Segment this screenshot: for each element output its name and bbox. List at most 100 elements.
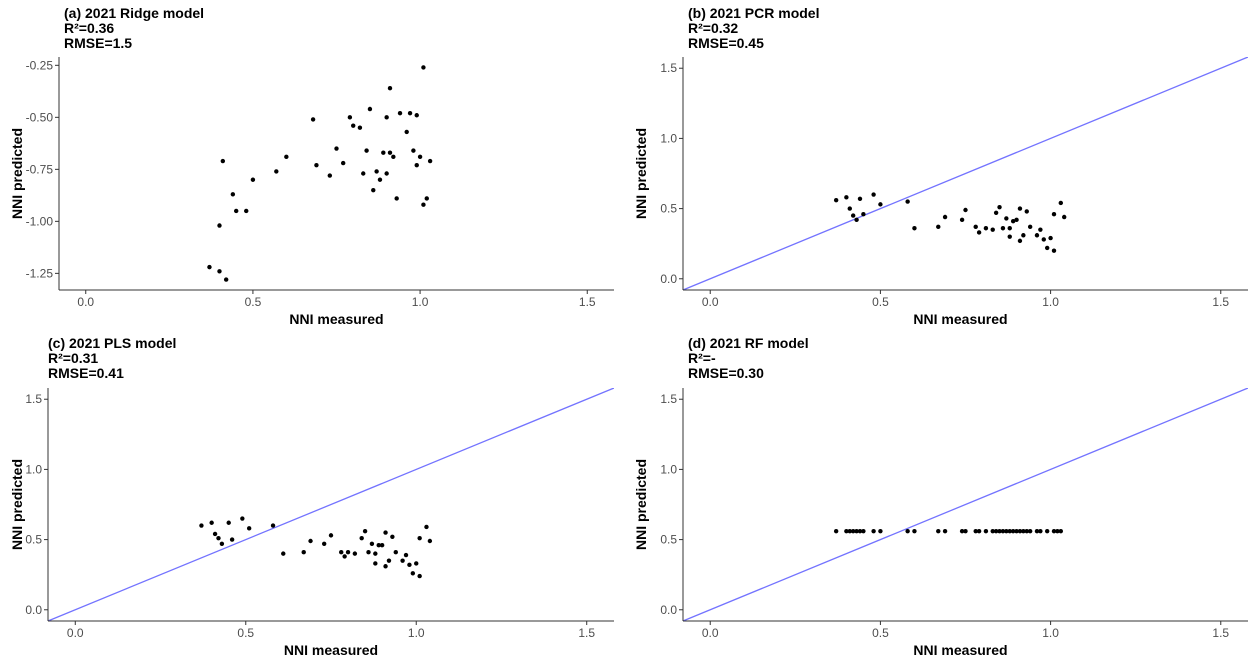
x-tick-label: 1.0 [412, 295, 429, 309]
data-point [1024, 209, 1029, 214]
data-point [219, 541, 225, 547]
data-point [359, 535, 364, 541]
data-point [373, 551, 378, 556]
rmse-annotation: RMSE=0.45 [688, 35, 764, 51]
data-point [394, 196, 399, 201]
rmse-annotation: RMSE=1.5 [64, 35, 133, 51]
data-point [397, 110, 403, 116]
data-point [1010, 219, 1016, 224]
data-point [976, 528, 982, 534]
data-point [310, 117, 316, 122]
data-point [1014, 528, 1019, 534]
data-point [1021, 528, 1026, 534]
data-point [847, 528, 852, 534]
data-point [366, 550, 371, 555]
y-tick-label: 1.5 [660, 61, 677, 75]
data-point [1062, 214, 1067, 220]
data-point [427, 158, 433, 164]
data-point [936, 224, 941, 230]
data-point [226, 520, 231, 525]
data-point [1000, 226, 1006, 231]
data-point [351, 123, 356, 128]
data-point [1004, 528, 1009, 534]
data-point [1034, 528, 1040, 534]
data-point [414, 561, 419, 566]
data-point [993, 528, 999, 534]
y-tick-label: -0.25 [26, 58, 54, 72]
data-point [1051, 248, 1057, 253]
data-point [374, 169, 379, 174]
data-point [352, 551, 358, 556]
scatter-plot: 0.0 0.5 1.0 1.5 0.0 0.5 1.0 1.5 NNI measured NNI … [633, 57, 1248, 327]
x-tick-label: 1.5 [1212, 626, 1229, 640]
x-tick-label: 0.0 [702, 626, 719, 640]
data-point [1041, 237, 1046, 242]
data-point [417, 573, 422, 579]
y-axis-title: NNI predicted [633, 128, 649, 219]
data-point [973, 528, 978, 534]
data-point [342, 554, 347, 559]
data-point [377, 177, 383, 182]
data-point [1027, 224, 1033, 230]
y-axis-title: NNI predicted [633, 459, 649, 550]
data-point [1010, 528, 1016, 534]
data-point [403, 552, 409, 558]
data-point [1055, 528, 1060, 534]
chart-title: (a) 2021 Ridge model [64, 5, 205, 21]
data-point [362, 528, 368, 534]
data-point [387, 150, 393, 155]
r2-annotation: R²=0.31 [48, 350, 99, 366]
data-point [1014, 217, 1019, 223]
x-tick-label: 0.0 [702, 295, 719, 309]
y-tick-label: -0.75 [26, 162, 54, 176]
data-point [1034, 233, 1040, 238]
data-point [391, 154, 396, 160]
data-point [414, 113, 419, 118]
data-point [833, 197, 839, 203]
data-point [1038, 528, 1043, 534]
data-point [223, 277, 229, 282]
x-axis-title: NNI measured [289, 311, 383, 327]
x-axis-title: NNI measured [284, 642, 378, 658]
data-point [217, 269, 222, 274]
data-point [844, 528, 849, 534]
y-tick-label: 1.5 [660, 392, 677, 406]
data-point [1038, 227, 1043, 232]
data-point [334, 146, 339, 151]
x-tick-label: 0.0 [67, 626, 84, 640]
data-point [411, 148, 416, 153]
data-point [1051, 528, 1057, 534]
data-point [404, 129, 409, 135]
panel-title: (b) 2021 PCR model R²=0.32 RMSE=0.45 [688, 6, 819, 51]
panel-title: (d) 2021 RF model R²=- RMSE=0.30 [688, 336, 809, 381]
data-point [410, 571, 416, 576]
data-point [321, 541, 327, 547]
x-tick-label: 1.0 [408, 626, 425, 640]
data-point [936, 528, 941, 534]
data-point [844, 195, 849, 200]
data-point [942, 214, 948, 220]
data-point [983, 528, 989, 534]
rmse-annotation: RMSE=0.41 [48, 365, 124, 381]
x-tick-label: 1.5 [579, 295, 596, 309]
data-point [1024, 528, 1029, 534]
data-point [345, 550, 351, 555]
y-tick-label: 0.5 [660, 533, 677, 547]
data-point [424, 196, 429, 201]
data-point [871, 192, 876, 197]
data-point [1007, 226, 1012, 231]
r2-annotation: R²=0.36 [64, 20, 115, 36]
data-point [854, 528, 859, 534]
data-point [417, 535, 422, 541]
data-point [1044, 245, 1050, 251]
data-point [857, 196, 863, 201]
y-tick-label: -1.25 [26, 266, 54, 280]
data-point [284, 154, 289, 160]
data-point [417, 154, 423, 160]
data-point [379, 543, 385, 548]
data-point [1027, 528, 1033, 534]
data-point [233, 208, 239, 214]
data-point [912, 226, 917, 231]
data-point [209, 520, 214, 525]
data-point [207, 264, 212, 270]
